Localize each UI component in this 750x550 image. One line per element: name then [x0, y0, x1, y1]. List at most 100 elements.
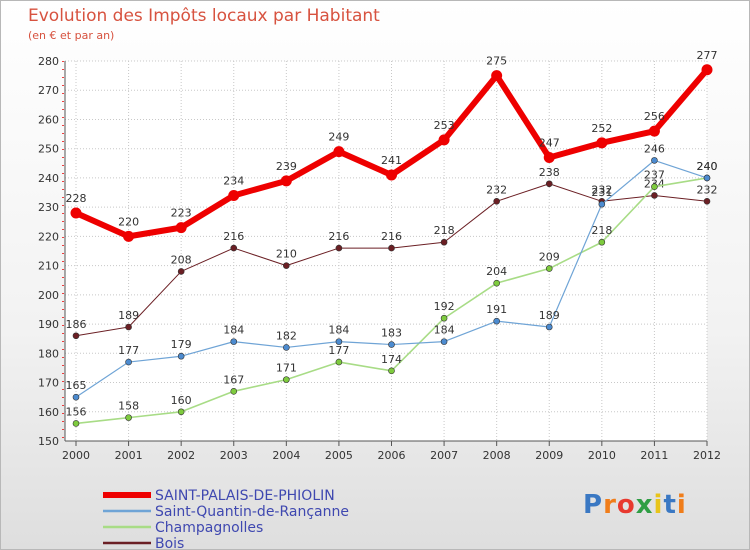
- logo-letter: P: [583, 490, 604, 520]
- data-point-bois: [651, 192, 658, 199]
- x-tick-label: 2001: [115, 449, 143, 462]
- data-label-saint-palais-de-phiolin: 256: [644, 110, 665, 123]
- data-label-saint-quantin-de-ran-anne: 165: [66, 379, 87, 392]
- proxiti-logo: Proxiti: [583, 490, 687, 520]
- data-label-bois: 216: [223, 230, 244, 243]
- data-label-bois: 232: [697, 183, 718, 196]
- data-point-bois: [125, 323, 132, 331]
- data-label-saint-quantin-de-ran-anne: 184: [434, 324, 455, 337]
- data-point-bois: [440, 238, 448, 246]
- data-point-bois: [388, 244, 395, 252]
- data-label-saint-quantin-de-ran-anne: 189: [539, 309, 560, 322]
- data-label-champagnolles: 209: [539, 251, 560, 264]
- y-tick-label: 280: [38, 55, 59, 68]
- data-point-saint-quantin-de-ran-anne: [651, 157, 658, 164]
- data-label-bois: 210: [276, 248, 297, 261]
- data-label-saint-quantin-de-ran-anne: 231: [591, 186, 612, 199]
- data-point-champagnolles: [125, 414, 132, 421]
- data-point-bois: [335, 244, 343, 252]
- data-point-saint-quantin-de-ran-anne: [125, 358, 132, 366]
- y-tick-label: 230: [38, 201, 59, 214]
- data-label-champagnolles: 192: [434, 300, 455, 313]
- legend-label-saint-palais-de-phiolin: SAINT-PALAIS-DE-PHIOLIN: [155, 488, 335, 504]
- data-label-saint-quantin-de-ran-anne: 182: [276, 329, 297, 342]
- y-tick-label: 170: [38, 377, 59, 390]
- logo-letter: x: [635, 490, 654, 520]
- x-tick-label: 2006: [378, 449, 406, 462]
- x-tick-label: 2008: [483, 449, 511, 462]
- chart-subtitle: (en € et par an): [28, 29, 115, 42]
- data-label-bois: 186: [66, 318, 87, 331]
- data-label-saint-palais-de-phiolin: 234: [223, 174, 244, 187]
- y-tick-label: 200: [38, 289, 59, 302]
- data-point-saint-palais-de-phiolin: [280, 175, 292, 187]
- x-tick-label: 2004: [272, 449, 300, 462]
- data-point-saint-palais-de-phiolin: [333, 146, 345, 158]
- data-label-champagnolles: 204: [486, 265, 507, 278]
- data-label-saint-palais-de-phiolin: 277: [697, 49, 718, 62]
- data-label-bois: 216: [328, 230, 349, 243]
- logo-letter: r: [603, 490, 617, 520]
- data-label-bois: 216: [381, 230, 402, 243]
- x-tick-label: 2012: [693, 449, 721, 462]
- data-label-saint-palais-de-phiolin: 249: [328, 131, 349, 144]
- y-tick-label: 270: [38, 84, 59, 97]
- data-point-bois: [230, 244, 238, 252]
- y-tick-label: 190: [38, 318, 59, 331]
- legend-label-saint-quantin-de-ran-anne: Saint-Quantin-de-Rançanne: [155, 504, 349, 520]
- data-label-saint-palais-de-phiolin: 241: [381, 154, 402, 167]
- y-tick-label: 240: [38, 172, 59, 185]
- data-label-saint-palais-de-phiolin: 252: [591, 122, 612, 135]
- logo-letter: i: [676, 490, 687, 520]
- data-point-saint-palais-de-phiolin: [491, 70, 503, 82]
- y-tick-label: 250: [38, 143, 59, 156]
- data-label-champagnolles: 218: [591, 224, 612, 237]
- x-tick-label: 2009: [535, 449, 563, 462]
- data-label-saint-palais-de-phiolin: 223: [171, 207, 192, 220]
- data-point-champagnolles: [283, 376, 290, 383]
- data-point-saint-quantin-de-ran-anne: [283, 344, 290, 351]
- data-point-saint-palais-de-phiolin: [123, 230, 135, 242]
- data-point-champagnolles: [440, 314, 448, 322]
- data-point-saint-palais-de-phiolin: [386, 169, 397, 181]
- data-point-saint-quantin-de-ran-anne: [493, 317, 500, 325]
- logo-letter: o: [616, 490, 636, 520]
- data-label-champagnolles: 158: [118, 400, 139, 413]
- plot-area: [65, 61, 707, 441]
- logo-letter: i: [653, 490, 664, 520]
- data-point-bois: [703, 198, 711, 205]
- data-label-saint-palais-de-phiolin: 239: [276, 160, 297, 173]
- data-label-bois: 208: [171, 253, 192, 266]
- y-tick-label: 260: [38, 113, 59, 126]
- x-tick-label: 2011: [640, 449, 668, 462]
- data-label-saint-quantin-de-ran-anne: 183: [381, 327, 402, 340]
- data-label-champagnolles: 174: [381, 353, 402, 366]
- data-point-saint-quantin-de-ran-anne: [545, 323, 553, 331]
- data-point-saint-palais-de-phiolin: [70, 207, 82, 219]
- data-point-saint-palais-de-phiolin: [596, 137, 608, 149]
- x-tick-label: 2007: [430, 449, 458, 462]
- data-label-saint-palais-de-phiolin: 228: [66, 192, 87, 205]
- data-point-saint-palais-de-phiolin: [175, 222, 187, 234]
- y-tick-label: 150: [38, 435, 59, 448]
- chart-title: Evolution des Impôts locaux par Habitant: [28, 6, 380, 26]
- data-point-saint-quantin-de-ran-anne: [440, 338, 448, 345]
- data-label-champagnolles: 171: [276, 362, 297, 375]
- data-point-saint-palais-de-phiolin: [648, 125, 660, 137]
- data-point-saint-quantin-de-ran-anne: [388, 341, 395, 348]
- data-label-bois: 232: [591, 183, 612, 196]
- data-point-bois: [545, 180, 553, 188]
- data-label-bois: 238: [539, 166, 560, 179]
- x-tick-label: 2002: [167, 449, 195, 462]
- y-tick-label: 220: [38, 230, 59, 243]
- data-point-bois: [493, 198, 500, 205]
- data-point-bois: [177, 268, 185, 275]
- data-label-saint-palais-de-phiolin: 275: [486, 55, 507, 68]
- legend-label-champagnolles: Champagnolles: [155, 520, 263, 536]
- data-point-saint-quantin-de-ran-anne: [703, 174, 711, 182]
- data-point-champagnolles: [651, 183, 658, 190]
- data-label-saint-quantin-de-ran-anne: 179: [171, 338, 192, 351]
- data-label-saint-quantin-de-ran-anne: 191: [486, 303, 507, 316]
- data-label-champagnolles: 237: [644, 169, 665, 182]
